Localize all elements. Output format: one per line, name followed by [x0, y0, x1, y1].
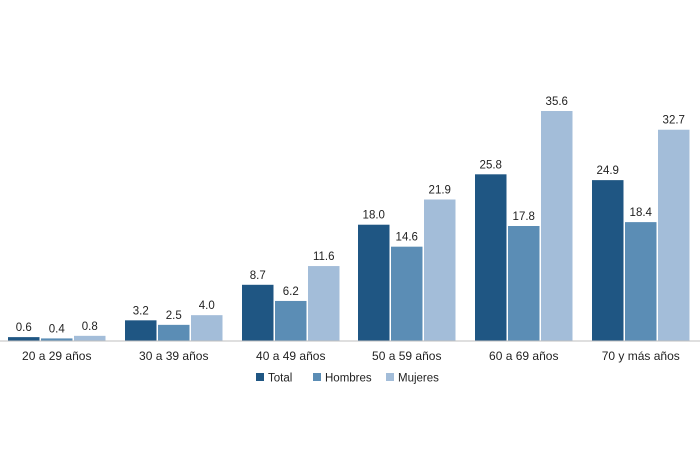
value-label-mujeres-1: 4.0 — [199, 300, 215, 312]
category-label-4: 60 a 69 años — [489, 349, 558, 363]
bar-mujeres-4 — [541, 111, 573, 341]
bar-total-4 — [475, 174, 507, 341]
category-label-3: 50 a 59 años — [372, 349, 441, 363]
bar-mujeres-0 — [74, 335, 106, 341]
value-label-total-3: 18.0 — [363, 210, 385, 222]
value-label-total-2: 8.7 — [250, 270, 266, 282]
legend-swatch-mujeres — [386, 373, 394, 381]
value-label-total-0: 0.6 — [16, 322, 32, 334]
legend-swatch-hombres — [313, 373, 321, 381]
value-label-hombres-1: 2.5 — [166, 310, 182, 322]
value-label-hombres-5: 18.4 — [630, 207, 653, 219]
value-label-mujeres-0: 0.8 — [82, 321, 98, 333]
value-label-total-1: 3.2 — [133, 305, 149, 317]
bar-hombres-5 — [625, 222, 657, 341]
bar-mujeres-5 — [658, 129, 690, 341]
bar-total-1 — [125, 320, 157, 341]
value-label-hombres-3: 14.6 — [396, 232, 418, 244]
bars-group — [8, 111, 690, 341]
value-labels-group: 0.6 0.4 0.8 3.2 2.5 4.0 8.7 6.2 11.6 18.0 14.6 21.9… — [16, 96, 685, 335]
bar-total-3 — [358, 224, 390, 341]
value-label-hombres-0: 0.4 — [49, 323, 66, 335]
bar-mujeres-2 — [308, 266, 340, 341]
bar-hombres-2 — [275, 300, 307, 341]
bar-mujeres-3 — [424, 199, 456, 341]
legend-label-total: Total — [268, 373, 292, 385]
category-label-0: 20 a 29 años — [22, 349, 91, 363]
value-label-mujeres-2: 11.6 — [313, 251, 335, 263]
value-label-hombres-4: 17.8 — [513, 211, 535, 223]
legend-swatch-total — [256, 373, 264, 381]
bar-total-5 — [592, 180, 624, 341]
bar-total-2 — [242, 284, 274, 341]
value-label-hombres-2: 6.2 — [283, 286, 299, 298]
category-label-1: 30 a 39 años — [139, 349, 208, 363]
bar-mujeres-1 — [191, 315, 223, 341]
bar-hombres-3 — [391, 246, 423, 341]
bar-total-0 — [8, 337, 40, 341]
legend-label-hombres: Hombres — [325, 373, 372, 385]
value-label-total-4: 25.8 — [480, 159, 502, 171]
value-label-total-5: 24.9 — [597, 165, 619, 177]
bar-hombres-4 — [508, 226, 540, 341]
value-label-mujeres-3: 21.9 — [429, 185, 451, 197]
value-label-mujeres-5: 32.7 — [663, 115, 685, 127]
bar-hombres-1 — [158, 324, 190, 341]
legend: Total Hombres Mujeres — [256, 373, 439, 385]
category-label-2: 40 a 49 años — [256, 349, 325, 363]
legend-label-mujeres: Mujeres — [398, 373, 439, 385]
value-label-mujeres-4: 35.6 — [546, 96, 568, 108]
bar-hombres-0 — [41, 338, 73, 341]
category-label-5: 70 y más años — [602, 349, 680, 363]
category-labels-group: 20 a 29 años 30 a 39 años 40 a 49 años 50 a… — [22, 349, 680, 363]
